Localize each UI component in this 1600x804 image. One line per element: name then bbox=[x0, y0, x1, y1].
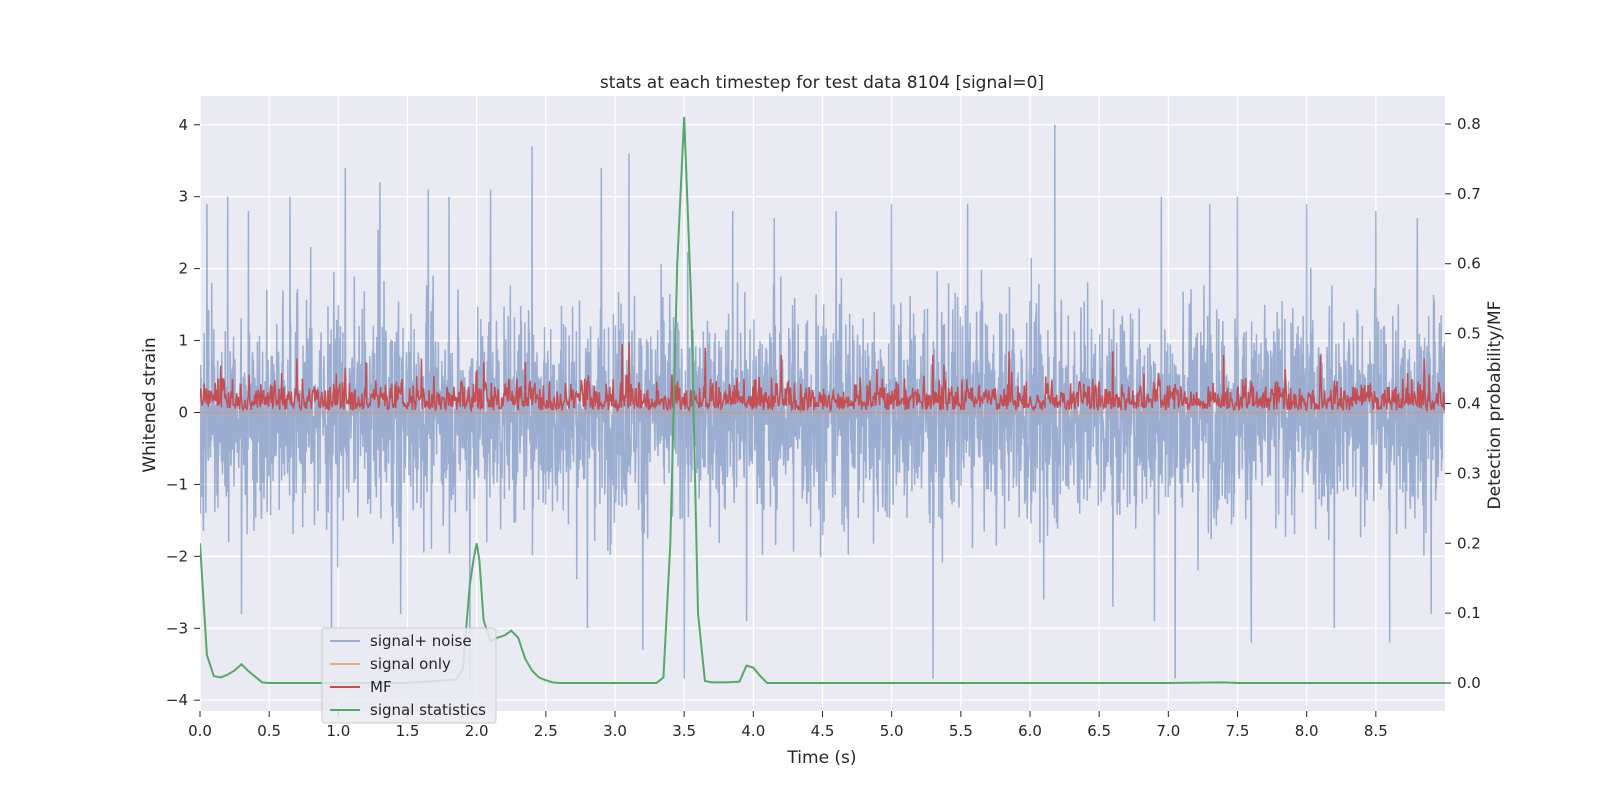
x-tick-label: 7.0 bbox=[1156, 722, 1180, 740]
x-tick-label: 5.5 bbox=[949, 722, 973, 740]
x-tick-label: 4.0 bbox=[741, 722, 765, 740]
series-mf bbox=[200, 341, 1445, 414]
x-tick-label: 2.5 bbox=[534, 722, 558, 740]
y-axis-right-title: Detection probability/MF bbox=[1485, 301, 1505, 510]
y-left-tick-label: −2 bbox=[166, 547, 188, 565]
y-right-tick-label: 0.1 bbox=[1457, 604, 1481, 622]
y-left-tick-label: 4 bbox=[178, 116, 188, 134]
y-left-tick-label: 3 bbox=[178, 188, 188, 206]
ticks: 0.0 0.5 1.0 1.5 2.0 2.5 3.0 3.5 4.0 4.5 5.0 5.5 6.0 6… bbox=[166, 115, 1481, 740]
legend-label-signal-statistics: signal statistics bbox=[370, 701, 486, 719]
y-axis-left-title: Whitened strain bbox=[140, 337, 160, 472]
y-right-tick-label: 0.8 bbox=[1457, 115, 1481, 133]
x-tick-label: 4.5 bbox=[811, 722, 835, 740]
x-tick-label: 5.0 bbox=[880, 722, 904, 740]
x-tick-label: 8.5 bbox=[1364, 722, 1388, 740]
y-right-tick-label: 0.4 bbox=[1457, 395, 1481, 413]
y-left-tick-label: 2 bbox=[178, 260, 188, 278]
series-signal-statistics bbox=[200, 116, 1445, 685]
y-right-tick-label: 0.2 bbox=[1457, 534, 1481, 552]
legend-box bbox=[321, 627, 497, 724]
chart-title: stats at each timestep for test data 810… bbox=[600, 73, 1044, 93]
legend: signal+ noise signal only MF signal stat… bbox=[321, 627, 497, 724]
legend-label-signal-noise: signal+ noise bbox=[370, 632, 472, 650]
x-axis-title: Time (s) bbox=[786, 748, 856, 768]
series-signal-noise bbox=[200, 124, 1445, 679]
y-right-tick-label: 0.7 bbox=[1457, 185, 1481, 203]
x-tick-label: 1.5 bbox=[396, 722, 420, 740]
x-tick-label: 2.0 bbox=[465, 722, 489, 740]
series-layer bbox=[200, 116, 1445, 685]
x-tick-label: 1.0 bbox=[326, 722, 350, 740]
y-left-tick-label: 0 bbox=[178, 403, 188, 421]
y-left-tick-label: −1 bbox=[166, 475, 188, 493]
legend-label-mf: MF bbox=[370, 678, 392, 696]
y-left-tick-label: −3 bbox=[166, 619, 188, 637]
x-tick-label: 6.5 bbox=[1087, 722, 1111, 740]
legend-label-signal-only: signal only bbox=[370, 655, 451, 673]
y-right-tick-label: 0.3 bbox=[1457, 464, 1481, 482]
x-tick-label: 8.0 bbox=[1295, 722, 1319, 740]
x-tick-label: 3.5 bbox=[672, 722, 696, 740]
x-tick-label: 6.0 bbox=[1018, 722, 1042, 740]
x-tick-label: 0.0 bbox=[188, 722, 212, 740]
y-right-tick-label: 0.6 bbox=[1457, 255, 1481, 273]
y-left-tick-label: −4 bbox=[166, 691, 188, 709]
y-right-tick-label: 0.0 bbox=[1457, 674, 1481, 692]
x-tick-label: 3.0 bbox=[603, 722, 627, 740]
x-tick-label: 7.5 bbox=[1226, 722, 1250, 740]
y-left-tick-label: 1 bbox=[178, 332, 188, 350]
y-right-tick-label: 0.5 bbox=[1457, 325, 1481, 343]
x-tick-label: 0.5 bbox=[257, 722, 281, 740]
